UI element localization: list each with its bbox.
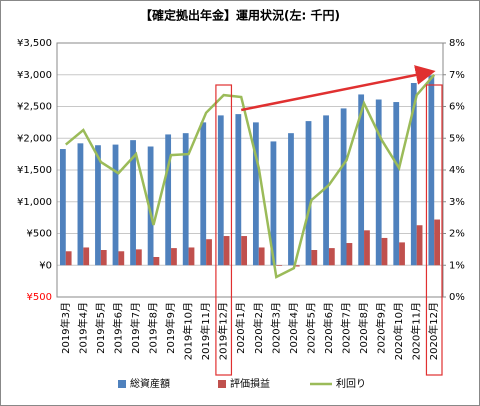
legend-label: 評価損益	[230, 377, 270, 390]
y2-tick-label: 4%	[449, 165, 465, 176]
line	[64, 73, 436, 279]
bar	[223, 236, 230, 266]
bar	[364, 230, 370, 266]
chart-title: 【確定拠出年金】運用状況(左: 千円)	[140, 8, 340, 23]
x-tick-label: 2020年2月	[252, 302, 265, 354]
bar	[416, 225, 423, 266]
y-tick-label: ¥3,500	[17, 38, 52, 49]
y-tick-label: ¥1,000	[17, 197, 52, 208]
bar	[112, 144, 119, 266]
y2-tick-label: 0%	[449, 292, 465, 303]
y2-tick-label: 2%	[449, 229, 465, 240]
highlight-box	[425, 84, 443, 376]
bar	[147, 146, 154, 266]
bar	[59, 149, 66, 266]
bar	[100, 250, 107, 266]
bar	[258, 247, 265, 266]
bar	[217, 115, 224, 266]
y2-tick-label: 5%	[449, 133, 465, 144]
legend-swatch	[118, 380, 126, 388]
x-tick-label: 2019年9月	[164, 302, 177, 354]
y-tick-label: ¥500	[27, 229, 52, 240]
y-tick-label: ¥3,000	[17, 70, 52, 81]
bar	[65, 251, 72, 266]
x-tick-label: 2020年10月	[392, 302, 405, 360]
bar	[434, 219, 441, 266]
bar	[328, 248, 335, 266]
bar	[171, 248, 177, 266]
x-tick-label: 2020年3月	[269, 302, 282, 354]
x-tick-label: 2019年7月	[129, 302, 142, 354]
y-tick-label: ¥2,500	[17, 102, 52, 113]
x-tick-label: 2020年7月	[340, 302, 353, 354]
x-tick-label: 2019年8月	[147, 302, 160, 354]
bar	[241, 236, 248, 266]
bar	[130, 140, 136, 266]
plot-frame	[56, 42, 444, 298]
bar	[340, 108, 347, 266]
legend-label: 総資産額	[130, 377, 170, 390]
bar	[77, 143, 84, 266]
bar	[276, 265, 283, 266]
bar	[323, 115, 329, 266]
x-tick-label: 2020年6月	[322, 302, 335, 354]
bar	[270, 141, 277, 266]
y-tick-label: ¥0	[39, 260, 52, 271]
bar	[288, 133, 294, 266]
x-tick-label: 2020年4月	[287, 302, 300, 354]
bar	[293, 265, 300, 267]
y-tick-label: ¥2,000	[17, 133, 52, 144]
y2-tick-label: 1%	[449, 260, 465, 271]
y2-tick-label: 3%	[449, 197, 465, 208]
y-tick-label: ¥1,500	[17, 165, 52, 176]
x-tick-label: 2019年10月	[182, 302, 195, 360]
bar	[410, 83, 417, 266]
bar	[305, 121, 312, 266]
x-tick-label: 2020年8月	[357, 302, 370, 354]
bar	[206, 239, 212, 266]
x-tick-label: 2019年11月	[199, 302, 212, 360]
x-tick-label: 2019年3月	[59, 302, 72, 354]
bar	[381, 237, 388, 266]
x-tick-label: 2020年1月	[234, 302, 247, 354]
x-tick-label: 2020年11月	[410, 302, 423, 360]
x-tick-label: 2019年4月	[76, 302, 89, 354]
y-tick-label: ¥500	[27, 292, 52, 303]
bar	[346, 243, 353, 266]
bar	[375, 99, 382, 266]
arrow	[240, 65, 436, 112]
x-tick-label: 2019年5月	[94, 302, 107, 354]
x-tick-label: 2020年12月	[427, 302, 440, 360]
bar	[428, 75, 435, 266]
bar	[135, 249, 142, 266]
bar	[393, 102, 400, 266]
bar	[118, 251, 125, 266]
y2-tick-label: 8%	[449, 38, 465, 49]
legend-label: 利回り	[336, 378, 366, 390]
highlight-box	[215, 84, 233, 376]
bar	[95, 145, 101, 266]
x-tick-label: 2019年6月	[111, 302, 124, 354]
bar	[235, 114, 242, 266]
y2-tick-label: 7%	[449, 70, 465, 81]
bar	[200, 122, 207, 266]
x-tick-label: 2020年9月	[375, 302, 388, 354]
x-tick-label: 2020年5月	[304, 302, 317, 354]
bar	[358, 94, 365, 266]
bar	[165, 134, 172, 266]
legend-swatch	[218, 380, 226, 388]
bar	[153, 256, 160, 266]
x-tick-label: 2019年12月	[217, 302, 230, 360]
bar	[188, 247, 195, 266]
bar	[182, 133, 189, 266]
bar	[83, 247, 90, 266]
bar	[399, 242, 405, 266]
y2-tick-label: 6%	[449, 102, 465, 113]
bar	[252, 122, 259, 266]
bar	[311, 250, 318, 266]
